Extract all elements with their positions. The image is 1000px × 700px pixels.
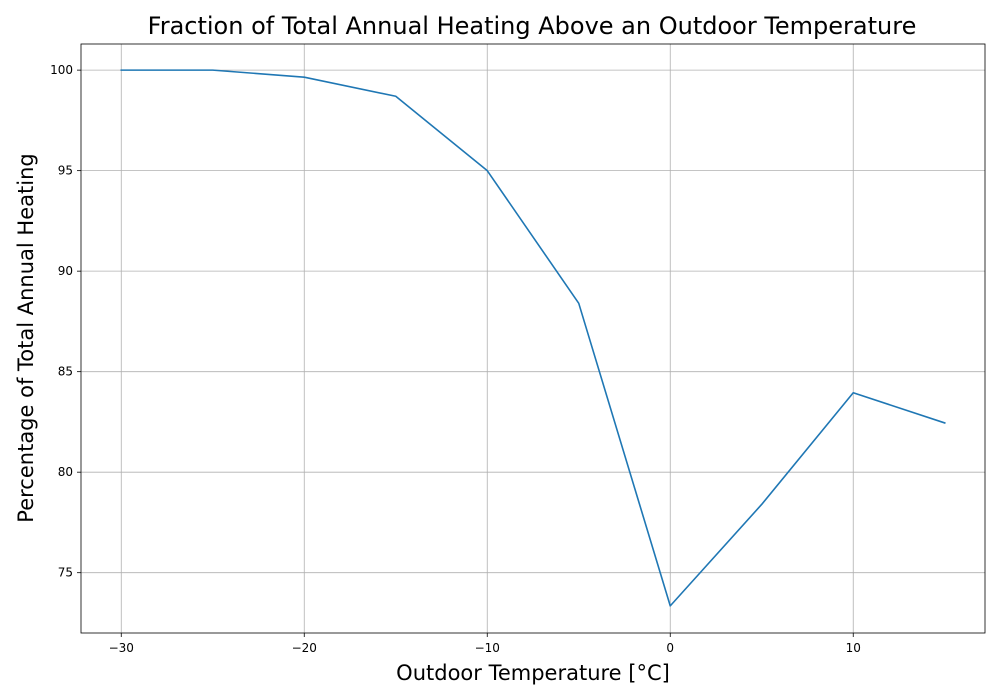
y-tick-label: 80: [58, 465, 73, 479]
x-tick-label: 10: [846, 641, 861, 655]
y-axis-label: Percentage of Total Annual Heating: [14, 153, 38, 522]
y-tick-label: 95: [58, 164, 73, 178]
x-tick-label: −10: [475, 641, 500, 655]
x-tick-label: 0: [666, 641, 674, 655]
x-tick-label: −20: [292, 641, 317, 655]
plot-frame: [80, 43, 986, 634]
y-axis-ticks: 75 80 85 90 95 100: [50, 63, 81, 580]
x-axis-ticks: −30 −20 −10 0 10: [109, 633, 861, 655]
series-line: [120, 69, 946, 607]
x-axis-label: Outdoor Temperature [°C]: [396, 661, 670, 685]
y-tick-label: 85: [58, 365, 73, 379]
chart-title: Fraction of Total Annual Heating Above a…: [148, 12, 917, 40]
series-layer: [120, 69, 946, 607]
y-tick-label: 100: [50, 63, 73, 77]
grid-lines: [81, 44, 985, 633]
y-tick-label: 90: [58, 264, 73, 278]
x-tick-label: −30: [109, 641, 134, 655]
y-tick-label: 75: [58, 566, 73, 580]
